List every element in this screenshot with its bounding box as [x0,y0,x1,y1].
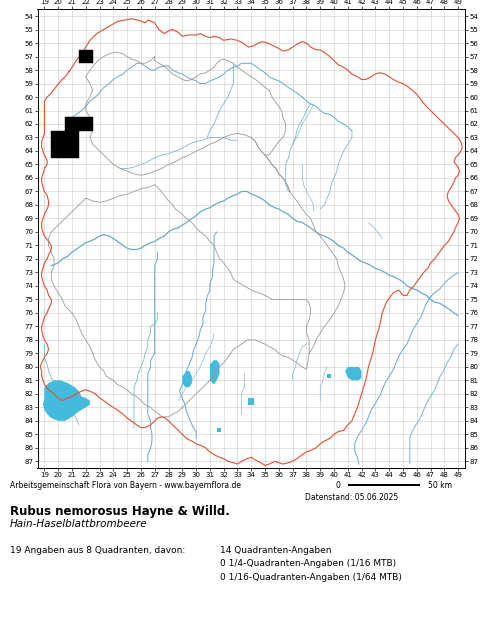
Text: Datenstand: 05.06.2025: Datenstand: 05.06.2025 [305,493,398,502]
Polygon shape [210,360,220,384]
Bar [65,117,79,131]
Bar [79,50,92,63]
Polygon shape [248,398,254,405]
Polygon shape [327,374,331,378]
Polygon shape [182,371,192,387]
Text: 14 Quadranten-Angaben: 14 Quadranten-Angaben [220,546,332,555]
Polygon shape [345,367,362,381]
Text: 0 1/4-Quadranten-Angaben (1/16 MTB): 0 1/4-Quadranten-Angaben (1/16 MTB) [220,559,396,569]
Bar [52,131,65,144]
Bar [65,131,79,144]
Text: 0 1/16-Quadranten-Angaben (1/64 MTB): 0 1/16-Quadranten-Angaben (1/64 MTB) [220,573,402,582]
Text: Rubus nemorosus Hayne & Willd.: Rubus nemorosus Hayne & Willd. [10,505,230,518]
Text: 19 Angaben aus 8 Quadranten, davon:: 19 Angaben aus 8 Quadranten, davon: [10,546,185,555]
Text: Hain-Haselblattbrombeere: Hain-Haselblattbrombeere [10,519,147,529]
Polygon shape [43,381,90,421]
Bar [65,144,79,157]
Text: Arbeitsgemeinschaft Flora von Bayern - www.bayernflora.de: Arbeitsgemeinschaft Flora von Bayern - w… [10,480,241,490]
Text: 50 km: 50 km [428,480,452,490]
Bar [79,117,92,131]
Bar [52,144,65,157]
Polygon shape [217,428,221,432]
Text: 0: 0 [335,480,340,490]
